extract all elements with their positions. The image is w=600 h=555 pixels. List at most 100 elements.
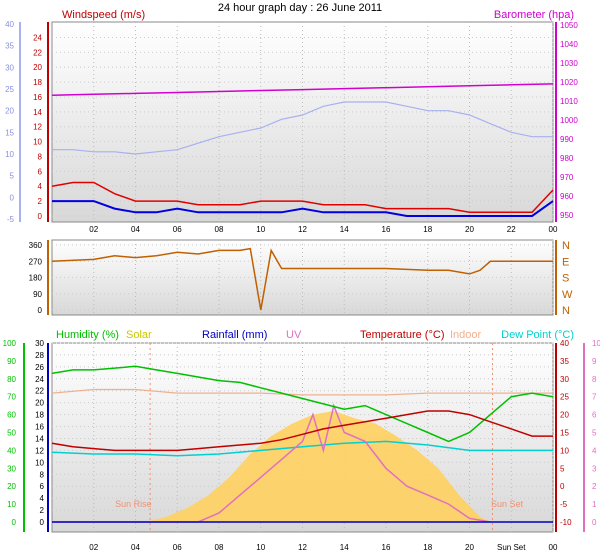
y-rain-tick-label: 16 (35, 423, 44, 432)
x-tick-label: 22 (507, 225, 516, 234)
series-line (52, 101, 553, 155)
y-right-tick-label: 1050 (560, 21, 578, 30)
series-line (51, 440, 553, 457)
y-left-tick-label: 180 (29, 274, 43, 283)
y-rain-tick-label: 4 (40, 494, 45, 503)
indoor-label: Indoor (450, 329, 482, 341)
y-right-tick-label: 1000 (560, 116, 578, 125)
y-left-tick-label: 6 (38, 167, 43, 176)
x-tick-label: 12 (298, 543, 307, 552)
x-tick-label: Sun Set (497, 543, 526, 552)
compass-label: S (562, 273, 569, 285)
y-rain-tick-label: 24 (35, 375, 44, 384)
y-left-tick-label: 20 (33, 63, 42, 72)
x-tick-label: 14 (340, 543, 349, 552)
y-right-tick-label: 950 (560, 211, 574, 220)
y-right-tick-label: 960 (560, 192, 574, 201)
y-left-tick-label: 18 (33, 78, 42, 87)
compass-label: N (562, 240, 570, 252)
series-line (51, 410, 553, 452)
y-outer-tick-label: 30 (5, 63, 14, 72)
y-left-tick-label: 0 (38, 212, 43, 221)
y-uv-tick-label: 5 (592, 429, 597, 438)
y-humidity-tick-label: 70 (7, 393, 16, 402)
y-right-tick-label: 1020 (560, 78, 578, 87)
y-uv-tick-label: 0 (592, 518, 597, 527)
y-uv-tick-label: 9 (592, 357, 597, 366)
x-tick-label: 06 (173, 543, 182, 552)
y-left-tick-label: 14 (33, 108, 42, 117)
y-uv-tick-label: 10 (592, 339, 600, 348)
y-outer-tick-label: 10 (5, 150, 14, 159)
x-tick-label: 18 (423, 225, 432, 234)
y-uv-tick-label: 7 (592, 393, 597, 402)
y-humidity-tick-label: 90 (7, 357, 16, 366)
compass-label: W (562, 289, 573, 301)
y-outer-tick-label: 35 (5, 42, 14, 51)
y-uv-tick-label: 6 (592, 411, 597, 420)
rainfall-label: Rainfall (mm) (202, 329, 267, 341)
y-temp-tick-label: -5 (560, 500, 568, 509)
y-rain-tick-label: 30 (35, 339, 44, 348)
x-tick-label: 12 (298, 225, 307, 234)
y-left-tick-label: 2 (38, 197, 43, 206)
series-line (52, 200, 554, 217)
y-rain-tick-label: 6 (40, 482, 45, 491)
y-temp-tick-label: -10 (560, 518, 572, 527)
y-humidity-tick-label: 0 (12, 518, 17, 527)
x-tick-label: 10 (256, 543, 265, 552)
y-humidity-tick-label: 100 (3, 339, 17, 348)
y-right-tick-label: 1030 (560, 59, 578, 68)
x-tick-label: 18 (423, 543, 432, 552)
series-line (51, 83, 554, 97)
left-axis-label: Windspeed (m/s) (62, 9, 145, 21)
solar-label: Solar (126, 329, 152, 341)
y-uv-tick-label: 2 (592, 482, 597, 491)
y-humidity-tick-label: 80 (7, 375, 16, 384)
y-left-tick-label: 4 (38, 182, 43, 191)
x-tick-label: 16 (382, 543, 391, 552)
series-line (51, 247, 553, 311)
y-outer-tick-label: 25 (5, 85, 14, 94)
series-line (51, 181, 554, 214)
y-humidity-tick-label: 20 (7, 482, 16, 491)
y-humidity-tick-label: 30 (7, 464, 16, 473)
y-uv-tick-label: 3 (592, 464, 597, 473)
temperature-label: Temperature (°C) (360, 329, 444, 341)
y-rain-tick-label: 26 (35, 363, 44, 372)
y-rain-tick-label: 22 (35, 387, 44, 396)
y-outer-tick-label: 15 (5, 128, 14, 137)
y-outer-tick-label: 5 (10, 172, 15, 181)
uv-label: UV (286, 329, 302, 341)
x-tick-label: 04 (131, 543, 140, 552)
compass-label: N (562, 305, 570, 317)
x-tick-label: 02 (89, 543, 98, 552)
y-rain-tick-label: 14 (35, 434, 44, 443)
wind-panel: 02 04 06 08 10 12 14 16 18 20 22 00-505101520253035… (5, 9, 578, 234)
y-temp-tick-label: 30 (560, 375, 569, 384)
dewpoint-label: Dew Point (°C) (501, 329, 574, 341)
x-tick-label: 04 (131, 225, 140, 234)
y-right-tick-label: 990 (560, 135, 574, 144)
y-humidity-tick-label: 60 (7, 411, 16, 420)
y-left-tick-label: 22 (33, 48, 42, 57)
y-uv-tick-label: 1 (592, 500, 597, 509)
x-tick-label: 08 (215, 543, 224, 552)
y-temp-tick-label: 10 (560, 446, 569, 455)
y-rain-tick-label: 2 (40, 506, 45, 515)
y-outer-tick-label: 40 (5, 20, 14, 29)
series-line (51, 388, 553, 396)
y-temp-tick-label: 0 (560, 482, 565, 491)
y-outer-tick-label: -5 (7, 215, 15, 224)
y-humidity-tick-label: 50 (7, 429, 16, 438)
y-rain-tick-label: 0 (40, 518, 45, 527)
y-temp-tick-label: 40 (560, 339, 569, 348)
y-temp-tick-label: 15 (560, 429, 569, 438)
x-tick-label: 14 (340, 225, 349, 234)
y-temp-tick-label: 20 (560, 411, 569, 420)
series-line (51, 365, 554, 443)
sunset-label: Sun Set (491, 499, 524, 509)
x-tick-label: 16 (382, 225, 391, 234)
